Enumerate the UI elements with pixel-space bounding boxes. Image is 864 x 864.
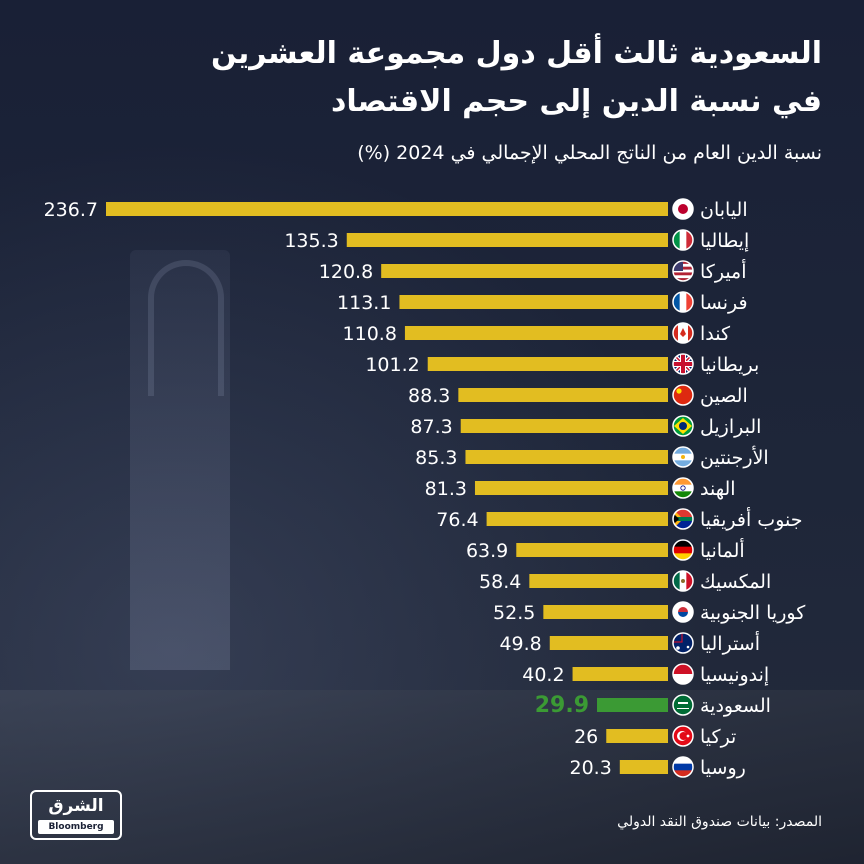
japan-flag-icon bbox=[673, 199, 693, 219]
bar bbox=[381, 264, 668, 278]
saudi-flag-icon bbox=[673, 695, 693, 715]
category-label: إيطاليا bbox=[700, 230, 749, 253]
bar bbox=[465, 450, 668, 464]
value-label: 101.2 bbox=[365, 354, 419, 376]
value-label: 135.3 bbox=[284, 230, 338, 252]
category-label: أستراليا bbox=[700, 631, 760, 655]
value-label: 236.7 bbox=[44, 199, 98, 221]
bar bbox=[606, 729, 668, 743]
turkey-flag-icon bbox=[673, 726, 693, 746]
bar bbox=[619, 760, 668, 774]
bar bbox=[474, 481, 668, 495]
value-label: 26 bbox=[574, 726, 598, 748]
value-label: 113.1 bbox=[337, 292, 391, 314]
germany-flag-icon bbox=[673, 540, 693, 560]
bar bbox=[404, 326, 668, 340]
usa-flag-icon bbox=[673, 261, 693, 281]
source-note: المصدر: بيانات صندوق النقد الدولي bbox=[617, 814, 822, 830]
italy-flag-icon bbox=[673, 230, 693, 250]
logo-sub: Bloomberg bbox=[38, 820, 114, 834]
bar bbox=[460, 419, 668, 433]
russia-flag-icon bbox=[673, 757, 693, 777]
category-label: بريطانيا bbox=[700, 354, 759, 376]
category-label: كوريا الجنوبية bbox=[700, 602, 806, 624]
value-label: 63.9 bbox=[466, 540, 508, 562]
argentina-flag-icon bbox=[673, 447, 693, 467]
category-label: كندا bbox=[700, 323, 731, 345]
page-title: السعودية ثالث أقل دول مجموعة العشرين في … bbox=[62, 30, 822, 126]
value-label: 88.3 bbox=[408, 385, 450, 407]
bar bbox=[458, 388, 668, 402]
title-line-2: في نسبة الدين إلى حجم الاقتصاد bbox=[331, 84, 822, 119]
bar bbox=[399, 295, 668, 309]
value-label: 110.8 bbox=[343, 323, 397, 345]
bar bbox=[549, 636, 668, 650]
value-label: 81.3 bbox=[425, 478, 467, 500]
logo-brand: الشرق bbox=[48, 796, 104, 816]
value-label: 120.8 bbox=[319, 261, 373, 283]
value-label: 40.2 bbox=[522, 664, 564, 686]
category-label: المكسيك bbox=[700, 571, 771, 593]
value-label: 29.9 bbox=[535, 693, 589, 718]
brazil-flag-icon bbox=[673, 416, 693, 436]
category-label: روسيا bbox=[700, 757, 746, 779]
france-flag-icon bbox=[673, 292, 693, 312]
bar bbox=[516, 543, 668, 557]
canada-flag-icon bbox=[673, 323, 693, 343]
mexico-flag-icon bbox=[673, 571, 693, 591]
category-label: جنوب أفريقيا bbox=[700, 507, 803, 531]
bar bbox=[529, 574, 668, 588]
category-label: أميركا bbox=[700, 259, 747, 283]
india-flag-icon bbox=[673, 478, 693, 498]
south-korea-flag-icon bbox=[673, 602, 693, 622]
kingdom-tower-silhouette bbox=[130, 250, 230, 670]
australia-flag-icon bbox=[673, 633, 693, 653]
category-label: الهند bbox=[700, 478, 736, 500]
bar bbox=[346, 233, 668, 247]
category-label: فرنسا bbox=[700, 292, 748, 314]
category-label: الأرجنتين bbox=[700, 446, 769, 469]
category-label: البرازيل bbox=[700, 416, 761, 438]
asharq-bloomberg-logo: الشرق Bloomberg bbox=[30, 790, 122, 840]
bar bbox=[486, 512, 668, 526]
category-label: السعودية bbox=[700, 695, 771, 717]
value-label: 58.4 bbox=[479, 571, 521, 593]
value-label: 87.3 bbox=[410, 416, 452, 438]
category-label: ألمانيا bbox=[700, 538, 745, 562]
indonesia-flag-icon bbox=[673, 664, 693, 684]
road-silhouette bbox=[0, 690, 864, 864]
chart-subtitle: نسبة الدين العام من الناتج المحلي الإجما… bbox=[357, 142, 822, 164]
south-africa-flag-icon bbox=[673, 509, 693, 529]
bar bbox=[572, 667, 668, 681]
category-label: اليابان bbox=[700, 199, 748, 221]
value-label: 85.3 bbox=[415, 447, 457, 469]
category-label: الصين bbox=[700, 385, 748, 407]
bar bbox=[597, 698, 668, 712]
value-label: 20.3 bbox=[569, 757, 611, 779]
category-label: إندونيسيا bbox=[700, 664, 769, 687]
value-label: 52.5 bbox=[493, 602, 535, 624]
title-line-1: السعودية ثالث أقل دول مجموعة العشرين bbox=[211, 36, 822, 71]
value-label: 76.4 bbox=[436, 509, 478, 531]
bar bbox=[427, 357, 668, 371]
bar bbox=[106, 202, 668, 216]
value-label: 49.8 bbox=[499, 633, 541, 655]
bar bbox=[543, 605, 668, 619]
china-flag-icon bbox=[673, 385, 693, 405]
category-label: تركيا bbox=[700, 726, 736, 748]
